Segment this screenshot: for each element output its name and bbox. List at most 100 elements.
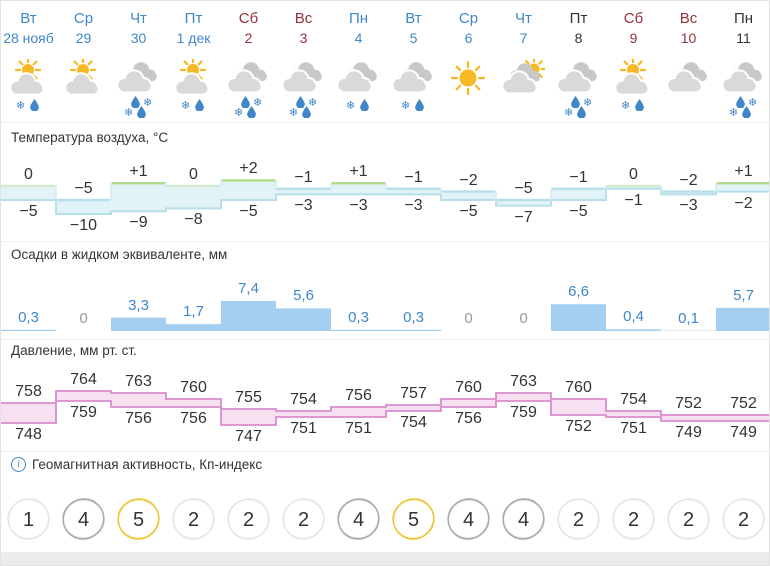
snowflake-icon: ❄ (401, 99, 411, 112)
precip-glyphs-snowrain: ❄ (1, 97, 56, 119)
precip-glyphs-sleet: ❄ ❄ (276, 96, 331, 119)
kp-index-circle: 2 (227, 497, 270, 541)
weather-icon-cloud (221, 59, 276, 99)
kp-index-circle: 2 (722, 497, 765, 541)
day-date: 6 (464, 30, 473, 46)
pressure-max-value: 754 (620, 391, 647, 408)
pressure-min-value: 748 (15, 426, 42, 443)
pressure-max-value: 764 (70, 371, 97, 388)
day-header[interactable]: Чт 30 (111, 10, 166, 47)
day-header[interactable]: Ср 6 (441, 10, 496, 47)
day-header[interactable]: Пт 1 дек (166, 10, 221, 47)
day-header[interactable]: Сб 2 (221, 10, 276, 47)
kp-index-value: 5 (133, 509, 144, 531)
day-date: 8 (574, 30, 583, 46)
raindrop-icon (415, 99, 424, 111)
kp-index-value: 2 (683, 509, 694, 531)
precip-value: 0 (79, 310, 88, 327)
temp-max-value: −1 (569, 168, 588, 186)
day-date: 7 (519, 30, 528, 46)
weather-icon-cloud (661, 59, 716, 99)
day-date: 3 (299, 30, 308, 46)
day-date: 11 (736, 30, 751, 46)
day-date: 10 (680, 30, 697, 46)
day-name: Ср (458, 10, 479, 27)
pressure-max-value: 752 (675, 395, 702, 412)
pressure-min-value: 754 (400, 414, 427, 431)
temp-max-value: −5 (74, 180, 93, 197)
day-name: Вт (20, 10, 37, 27)
day-header[interactable]: Пн 11 (716, 10, 769, 47)
day-header[interactable]: Вт 5 (386, 10, 441, 47)
temp-max-value: +1 (734, 163, 753, 181)
day-header[interactable]: Ср 29 (56, 10, 111, 47)
sky-icon-cloud (226, 62, 267, 94)
kp-index-value: 4 (463, 509, 474, 531)
precip-value: 0,3 (403, 308, 424, 326)
precip-glyphs-sleet: ❄ ❄ (221, 96, 276, 119)
pressure-min-value: 756 (180, 410, 207, 427)
day-header[interactable]: Чт 7 (496, 10, 551, 47)
temp-min-value: −8 (184, 211, 203, 229)
precip-glyphs-snowrain: ❄ (166, 97, 221, 119)
day-header[interactable]: Вс 3 (276, 10, 331, 47)
sky-icon-cloud (666, 62, 707, 94)
day-name: Вс (679, 10, 698, 27)
temp-max-value: −5 (514, 180, 533, 197)
day-header[interactable]: Сб 9 (606, 10, 661, 47)
precip-glyphs-sleet: ❄ ❄ (111, 96, 166, 119)
sky-icon-suncloud (64, 59, 100, 96)
precip-value: 0,1 (678, 309, 699, 327)
day-date: 28 нояб (3, 30, 54, 46)
raindrop-icon (742, 106, 751, 118)
day-header[interactable]: Пн 4 (331, 10, 386, 47)
raindrop-icon (296, 96, 305, 108)
precip-value: 0 (464, 310, 473, 327)
day-header[interactable]: Вт 28 нояб (1, 10, 56, 47)
sky-icon-cloud (116, 62, 157, 94)
kp-index-row: 1 4 5 2 2 2 4 5 4 4 2 2 2 2 (7, 497, 765, 541)
day-name: Сб (623, 10, 644, 27)
pressure-min-value: 751 (290, 420, 317, 437)
precip-value: 1,7 (183, 303, 204, 321)
sky-icon-cloud (556, 62, 597, 94)
day-header[interactable]: Вс 10 (661, 10, 716, 47)
day-name: Вс (294, 10, 313, 27)
snowflake-icon: ❄ (564, 106, 574, 119)
sky-icon-cloud (336, 62, 377, 94)
pressure-max-value: 763 (125, 373, 152, 390)
temp-min-value: −10 (69, 217, 98, 234)
precip-value: 7,4 (238, 280, 259, 298)
temperature-section-title: Температура воздуха, °C (11, 130, 169, 145)
temp-min-value: −3 (349, 197, 368, 215)
day-header[interactable]: Пт 8 (551, 10, 606, 47)
pressure-max-value: 757 (400, 385, 427, 402)
snowflake-icon: ❄ (253, 96, 263, 109)
precip-glyphs-snowrain: ❄ (331, 97, 386, 119)
raindrop-icon (137, 106, 146, 118)
pressure-max-value: 756 (345, 387, 372, 404)
temp-min-value: −1 (624, 191, 643, 209)
kp-index-circle: 5 (117, 497, 160, 541)
day-date: 1 дек (176, 30, 211, 46)
sky-icon-cloudsun (501, 59, 545, 95)
day-name: Чт (515, 10, 532, 27)
pressure-min-value: 749 (675, 424, 702, 441)
kp-index-circle: 5 (392, 497, 435, 541)
raindrop-icon (577, 106, 586, 118)
temp-max-value: −2 (679, 171, 698, 189)
temp-max-value: −1 (404, 168, 423, 186)
section-divider (1, 451, 769, 452)
kp-index-value: 2 (573, 509, 584, 531)
weather-icon-cloud (551, 59, 606, 99)
day-date: 30 (130, 30, 147, 46)
kp-index-circle: 2 (667, 497, 710, 541)
sky-icon-cloud (721, 62, 762, 94)
snowflake-icon: ❄ (748, 96, 758, 109)
precip-glyphs-snowrain: ❄ (606, 97, 661, 119)
weather-icon-cloud (111, 59, 166, 99)
info-icon[interactable]: i (11, 457, 26, 472)
kp-index-value: 4 (518, 509, 529, 531)
kp-index-circle: 4 (447, 497, 490, 541)
